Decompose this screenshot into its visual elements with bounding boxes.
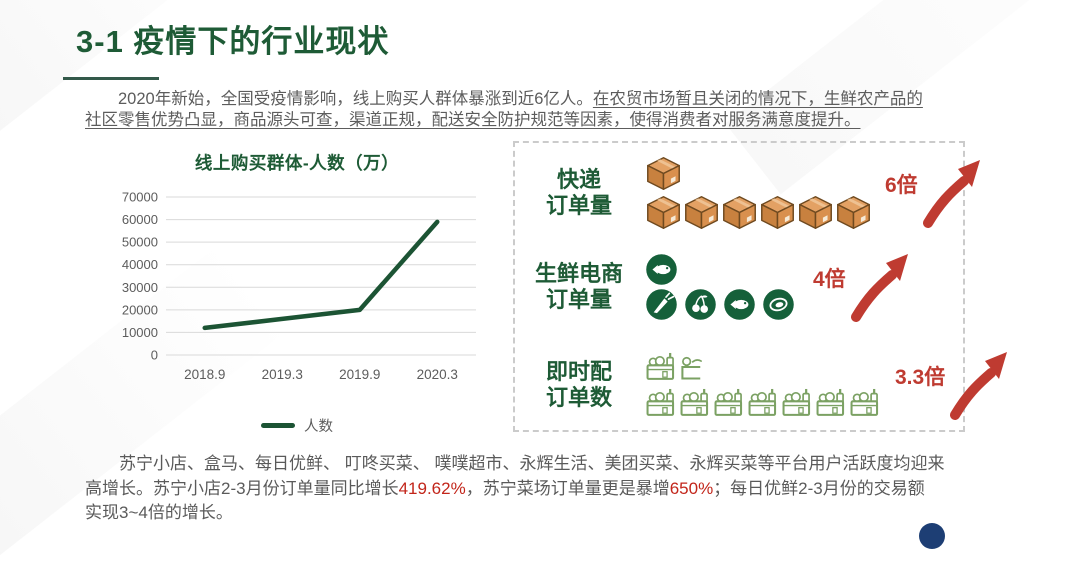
x-tick-label: 2018.9 [184, 367, 225, 382]
instant-delivery-icons [645, 350, 883, 420]
partial-logo [919, 523, 945, 549]
chart-title: 线上购买群体-人数（万） [194, 153, 400, 173]
intro-text-underlined: 在农贸市场暂且关闭的情况下，生鲜农产品的 [592, 90, 923, 108]
basket-icon [679, 386, 713, 420]
y-tick-label: 20000 [122, 302, 158, 317]
footer-text: ，苏宁菜场订单量更是暴增 [465, 478, 670, 498]
multiplier-text: 3.3倍 [895, 366, 946, 389]
cherry-circle-icon [684, 288, 717, 321]
box-icon [645, 194, 682, 231]
box-icon [759, 194, 796, 231]
express-icons [645, 155, 873, 231]
icons-bottom-row [645, 288, 801, 321]
box-icon [797, 194, 834, 231]
y-tick-label: 30000 [122, 280, 158, 295]
basket-icon [781, 386, 815, 420]
meat-circle-icon [762, 288, 795, 321]
row-label-line: 订单量 [545, 287, 612, 312]
fish-circle-icon [645, 253, 678, 286]
basket-icon [645, 386, 679, 420]
multiplier-text: 6倍 [885, 174, 918, 197]
footer-line-2: 高增长。苏宁小店2-3月份订单量同比增长419.62%，苏宁菜场订单量更是暴增6… [85, 477, 987, 502]
title-underline [63, 77, 159, 80]
footer-text: ；每日优鲜2-3月份的交易额 [713, 478, 925, 498]
icons-top-row [645, 350, 883, 384]
order-growth-panel: 快递 订单量 6倍 生鲜电商 订单量 4倍 [513, 141, 965, 432]
x-tick-label: 2019.3 [262, 367, 303, 382]
legend-label: 人数 [304, 419, 333, 435]
growth-arrow-icon [850, 251, 912, 323]
footer-paragraph: 苏宁小店、盒马、每日优鲜、 叮咚买菜、 噗噗超市、永辉生活、美团买菜、永辉买菜等… [85, 452, 987, 526]
y-tick-label: 60000 [122, 212, 158, 227]
box-icon [721, 194, 758, 231]
carrot-circle-icon [645, 288, 678, 321]
growth-arrow-icon [949, 349, 1011, 421]
legend-line-swatch [261, 423, 295, 428]
intro-line-1: 2020年新始，全国受疫情影响，线上购买人群体暴涨到近6亿人。在农贸市场暂且关闭… [85, 89, 971, 110]
basket-icon [747, 386, 781, 420]
intro-paragraph: 2020年新始，全国受疫情影响，线上购买人群体暴涨到近6亿人。在农贸市场暂且关闭… [85, 89, 971, 131]
y-tick-label: 50000 [122, 235, 158, 250]
multiplier-text: 4倍 [813, 268, 846, 291]
multiplier-fresh-ecommerce: 4倍 [813, 251, 912, 323]
panel-row-fresh-ecommerce: 生鲜电商 订单量 4倍 [515, 243, 963, 331]
y-tick-label: 70000 [122, 190, 158, 205]
online-buyers-line-chart: 0 10000 20000 30000 40000 50000 60000 70000 2018… [122, 190, 476, 382]
row-label-fresh-ecommerce: 生鲜电商 订单量 [515, 261, 643, 313]
footer-line-1: 苏宁小店、盒马、每日优鲜、 叮咚买菜、 噗噗超市、永辉生活、美团买菜、永辉买菜等… [119, 454, 945, 473]
panel-row-express: 快递 订单量 6倍 [515, 149, 963, 237]
box-icon [835, 194, 872, 231]
fish-circle-icon [723, 288, 756, 321]
basket-icon [815, 386, 849, 420]
row-label-line: 生鲜电商 [534, 261, 623, 287]
line-chart-block: 线上购买群体-人数（万） 0 10000 20000 30000 40000 50000 6… [108, 150, 486, 436]
y-tick-label: 40000 [122, 257, 158, 272]
basket-icon [645, 350, 679, 384]
growth-arrow-icon [922, 157, 984, 229]
y-tick-label: 0 [151, 348, 158, 363]
x-tick-label: 2020.3 [417, 367, 458, 382]
row-label-express: 快递 订单量 [515, 167, 643, 219]
footer-line-3: 实现3~4倍的增长。 [85, 503, 233, 522]
basket-partial-icon [679, 350, 713, 384]
footer-text: 高增长。苏宁小店2-3月份订单量同比增长 [85, 478, 399, 498]
intro-line-2: 社区零售优势凸显，商品源头可查，渠道正规，配送安全防护规范等因素，使得消费者对服… [85, 110, 971, 131]
y-tick-label: 10000 [122, 325, 158, 340]
intro-text: 2020年新始，全国受疫情影响，线上购买人群体暴涨到近6亿人。 [118, 90, 593, 108]
fresh-ecommerce-icons [645, 253, 801, 321]
icons-top-row [645, 155, 873, 192]
icons-bottom-row [645, 386, 883, 420]
basket-icon [713, 386, 747, 420]
row-label-instant-delivery: 即时配 订单数 [515, 359, 643, 411]
row-label-line: 快递 [556, 167, 601, 193]
row-label-line: 订单量 [545, 193, 612, 218]
row-label-line: 即时配 [545, 359, 612, 385]
footer-highlight: 419.62% [398, 478, 466, 498]
data-line-renshu [202, 219, 440, 331]
multiplier-express: 6倍 [885, 157, 984, 229]
page-title: 3-1 疫情下的行业现状 [76, 24, 390, 59]
box-icon [645, 155, 682, 192]
chart-legend: 人数 [108, 415, 486, 436]
x-tick-label: 2019.9 [339, 367, 380, 382]
row-label-line: 订单数 [545, 385, 612, 410]
box-icon [683, 194, 720, 231]
panel-row-instant-delivery: 即时配 订单数 3.3倍 [515, 341, 963, 429]
icons-bottom-row [645, 194, 873, 231]
intro-text-underlined: 社区零售优势凸显，商品源头可查，渠道正规，配送安全防护规范等因素，使得消费者对服… [85, 111, 861, 129]
footer-highlight: 650% [669, 478, 714, 498]
icons-top-row [645, 253, 801, 286]
basket-icon [849, 386, 883, 420]
multiplier-instant-delivery: 3.3倍 [895, 349, 1011, 421]
